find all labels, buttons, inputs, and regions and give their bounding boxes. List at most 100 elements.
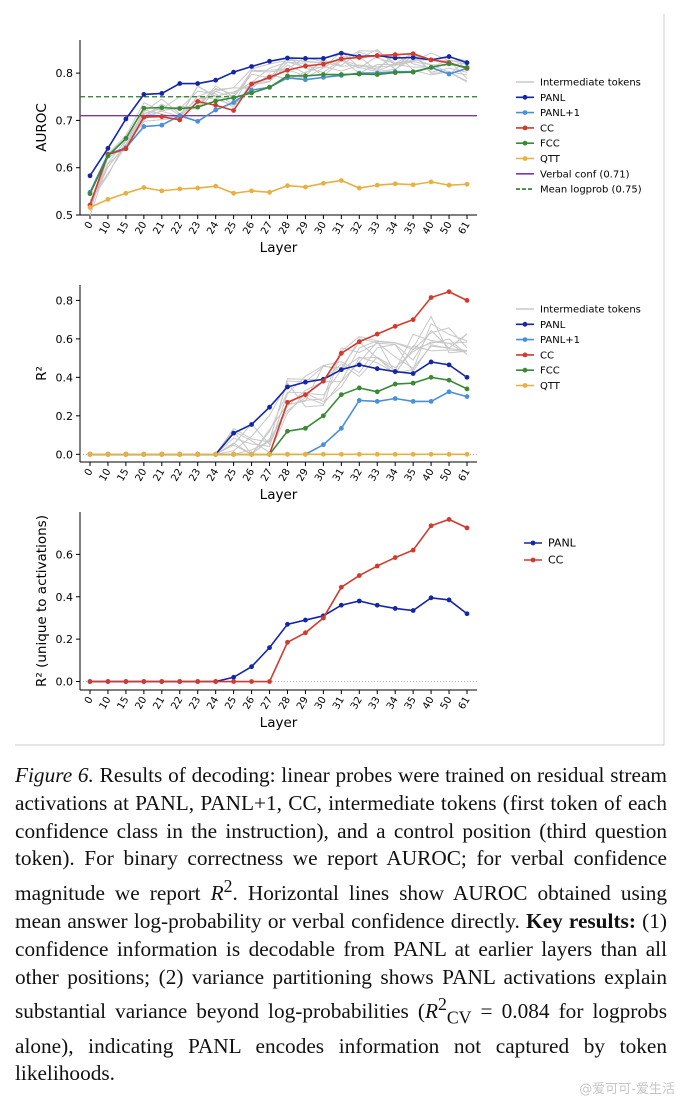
data-point [428,374,434,380]
series-line [89,179,468,209]
legend-label: FCC [540,139,560,150]
x-tick-label: 24 [205,467,221,484]
x-tick-label: 50 [439,695,455,712]
data-point [285,67,290,73]
data-point [249,64,254,69]
data-point [231,69,237,75]
data-point [195,118,201,124]
legend-label: Intermediate tokens [540,305,641,316]
data-point [338,72,344,77]
data-point [159,114,165,120]
y-tick-label: 0.6 [56,548,74,561]
figure-caption: Figure 6. Results of decoding: linear pr… [15,762,667,1088]
x-tick-label: 61 [457,467,473,484]
legend-marker [522,367,528,373]
data-point [231,674,237,680]
data-point [464,181,470,187]
data-point [356,385,362,391]
series-panl-1 [87,65,470,195]
data-point [392,381,398,387]
data-point [356,55,362,60]
x-tick-label: 15 [116,220,132,237]
data-point [231,451,237,457]
x-tick-label: 61 [457,695,473,712]
data-point [87,173,93,179]
data-point [338,451,344,457]
series-line [89,66,468,193]
data-point [123,135,129,141]
data-point [338,50,344,56]
data-point [267,451,272,457]
x-tick-label: 0 [83,220,96,231]
data-point [446,597,452,603]
data-point [338,602,344,608]
data-point [285,183,290,189]
data-point [392,70,398,76]
x-tick-label: 35 [403,467,419,484]
data-point [338,350,344,356]
data-point [392,181,398,187]
data-point [141,114,147,120]
data-point [446,362,452,368]
x-tick-label: 20 [134,695,150,712]
x-tick-label: 32 [349,220,365,237]
data-point [285,399,290,405]
x-tick-label: 33 [367,220,383,237]
data-point [338,178,344,183]
data-point [410,451,416,457]
x-tick-label: 34 [385,220,401,237]
x-tick-label: 35 [403,220,419,237]
data-point [177,679,183,684]
data-point [464,60,470,66]
data-point [303,73,308,79]
legend: Intermediate tokens PANL PANL+1 CC FCC QTT [516,305,641,392]
data-point [356,573,362,578]
x-tick-label: 32 [349,467,365,484]
data-point [303,392,308,398]
x-tick-label: 0 [83,695,96,706]
data-point [320,615,326,621]
data-point [464,525,470,531]
data-point [446,61,452,67]
x-tick-label: 30 [313,220,329,237]
data-point [464,65,470,70]
caption-text-4: = 0.084 for logprobs alone), indicating … [15,999,667,1086]
x-tick-label: 32 [349,695,365,712]
data-point [249,90,254,96]
caption-rcv-sub: CV [446,1007,472,1028]
data-point [213,107,219,113]
y-axis-label: R² (unique to activations) [34,515,50,687]
caption-text-2: . Horizontal lines show AUROC obtained u… [15,881,667,934]
data-point [320,56,326,61]
y-tick-label: 0.2 [56,410,74,423]
data-point [356,362,362,368]
data-point [356,185,362,191]
data-point [428,295,434,300]
data-point [356,398,362,403]
data-point [410,51,416,57]
data-point [195,679,201,684]
data-point [87,205,93,210]
legend-label: PANL [540,93,566,104]
data-point [267,189,272,195]
y-tick-label: 0.6 [56,162,74,175]
x-tick-label: 22 [169,220,185,237]
x-axis-label: Layer [260,240,298,256]
legend-marker [522,337,528,342]
data-point [87,191,93,197]
data-point [231,108,237,113]
data-point [285,384,290,390]
data-point [141,124,147,129]
data-point [231,100,237,105]
data-point [464,386,470,392]
caption-text-1: Results of decoding: linear probes were … [15,763,667,906]
series-panl [87,595,470,684]
y-tick-label: 0.5 [56,209,74,222]
data-point [267,645,272,651]
data-point [141,105,147,111]
x-tick-label: 24 [205,695,221,712]
data-point [320,61,326,67]
data-point [428,65,434,70]
series-line [89,52,468,206]
data-point [320,378,326,384]
